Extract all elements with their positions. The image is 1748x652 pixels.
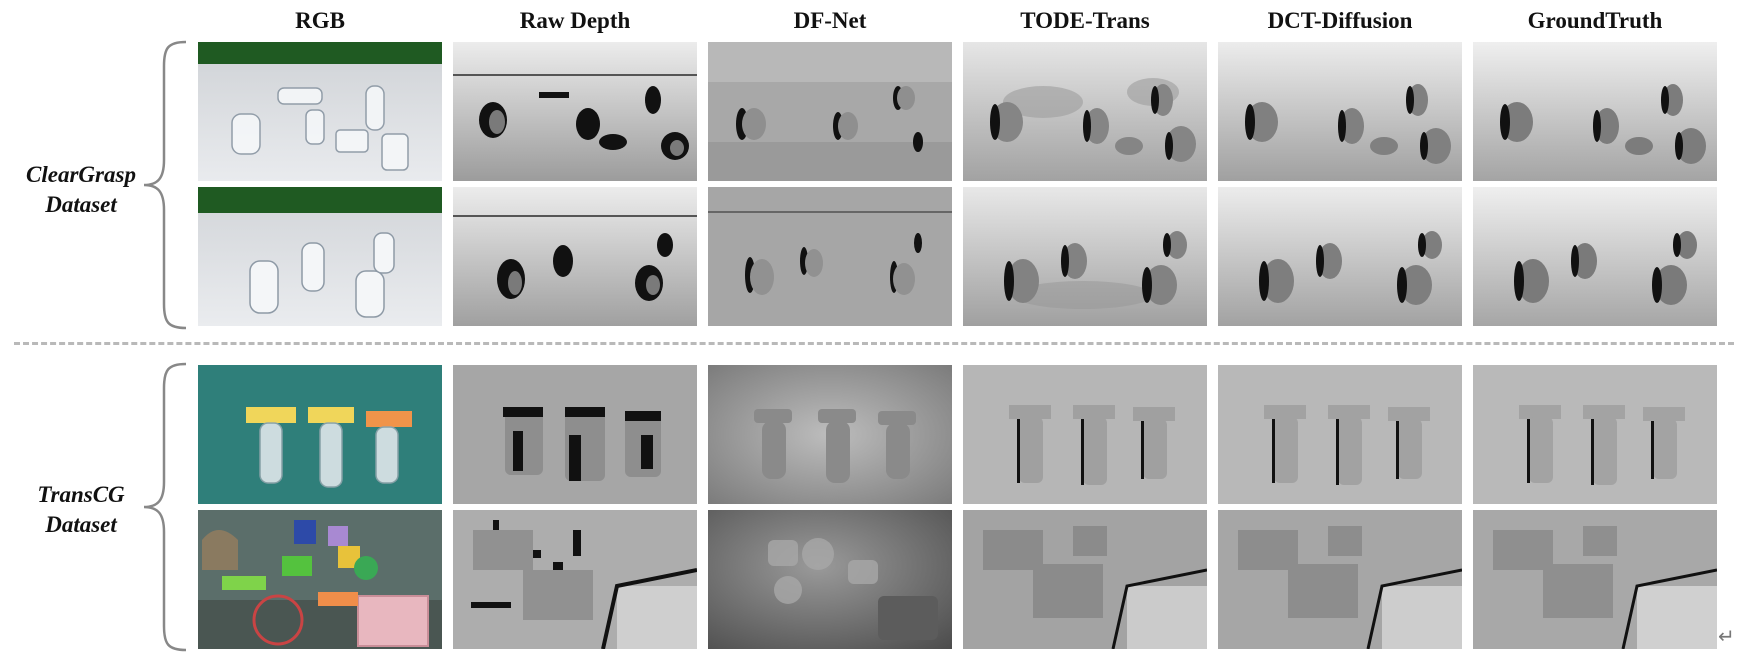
column-header-raw-depth: Raw Depth <box>519 8 631 33</box>
dct-diffusion-image-transcg-1 <box>1218 365 1462 504</box>
dataset-label-cleargrasp: ClearGrasp Dataset <box>6 160 156 220</box>
tode-trans-image-cleargrasp-2 <box>963 187 1207 326</box>
groundtruth-image-transcg-1 <box>1473 365 1717 504</box>
groundtruth-image-cleargrasp-1 <box>1473 42 1717 181</box>
dataset-divider <box>14 342 1734 345</box>
column-header-groundtruth: GroundTruth <box>1527 8 1663 33</box>
brace-transcg <box>143 362 187 652</box>
dataset-label-transcg: TransCG Dataset <box>6 480 156 540</box>
tode-trans-image-transcg-2 <box>963 510 1207 649</box>
column-header-dct-diffusion: DCT-Diffusion <box>1267 8 1413 33</box>
rgb-image-cleargrasp-1 <box>198 42 442 181</box>
raw-depth-image-cleargrasp-2 <box>453 187 697 326</box>
df-net-image-cleargrasp-2 <box>708 187 952 326</box>
dct-diffusion-image-cleargrasp-2 <box>1218 187 1462 326</box>
column-header-rgb: RGB <box>295 8 345 33</box>
column-header-df-net: DF-Net <box>793 8 867 33</box>
dct-diffusion-image-cleargrasp-1 <box>1218 42 1462 181</box>
dataset-label-line: Dataset <box>45 512 117 537</box>
tode-trans-image-transcg-1 <box>963 365 1207 504</box>
raw-depth-image-transcg-1 <box>453 365 697 504</box>
return-mark: ↵ <box>1718 624 1735 648</box>
dataset-label-line: ClearGrasp <box>26 162 136 187</box>
df-net-image-transcg-1 <box>708 365 952 504</box>
column-header-tode-trans: TODE-Trans <box>1020 8 1150 33</box>
df-net-image-transcg-2 <box>708 510 952 649</box>
brace-cleargrasp <box>143 40 187 330</box>
groundtruth-image-transcg-2 <box>1473 510 1717 649</box>
raw-depth-image-transcg-2 <box>453 510 697 649</box>
rgb-image-cleargrasp-2 <box>198 187 442 326</box>
df-net-image-cleargrasp-1 <box>708 42 952 181</box>
rgb-image-transcg-1 <box>198 365 442 504</box>
rgb-image-transcg-2 <box>198 510 442 649</box>
dct-diffusion-image-transcg-2 <box>1218 510 1462 649</box>
dataset-label-line: TransCG <box>37 482 125 507</box>
raw-depth-image-cleargrasp-1 <box>453 42 697 181</box>
tode-trans-image-cleargrasp-1 <box>963 42 1207 181</box>
dataset-label-line: Dataset <box>45 192 117 217</box>
groundtruth-image-cleargrasp-2 <box>1473 187 1717 326</box>
